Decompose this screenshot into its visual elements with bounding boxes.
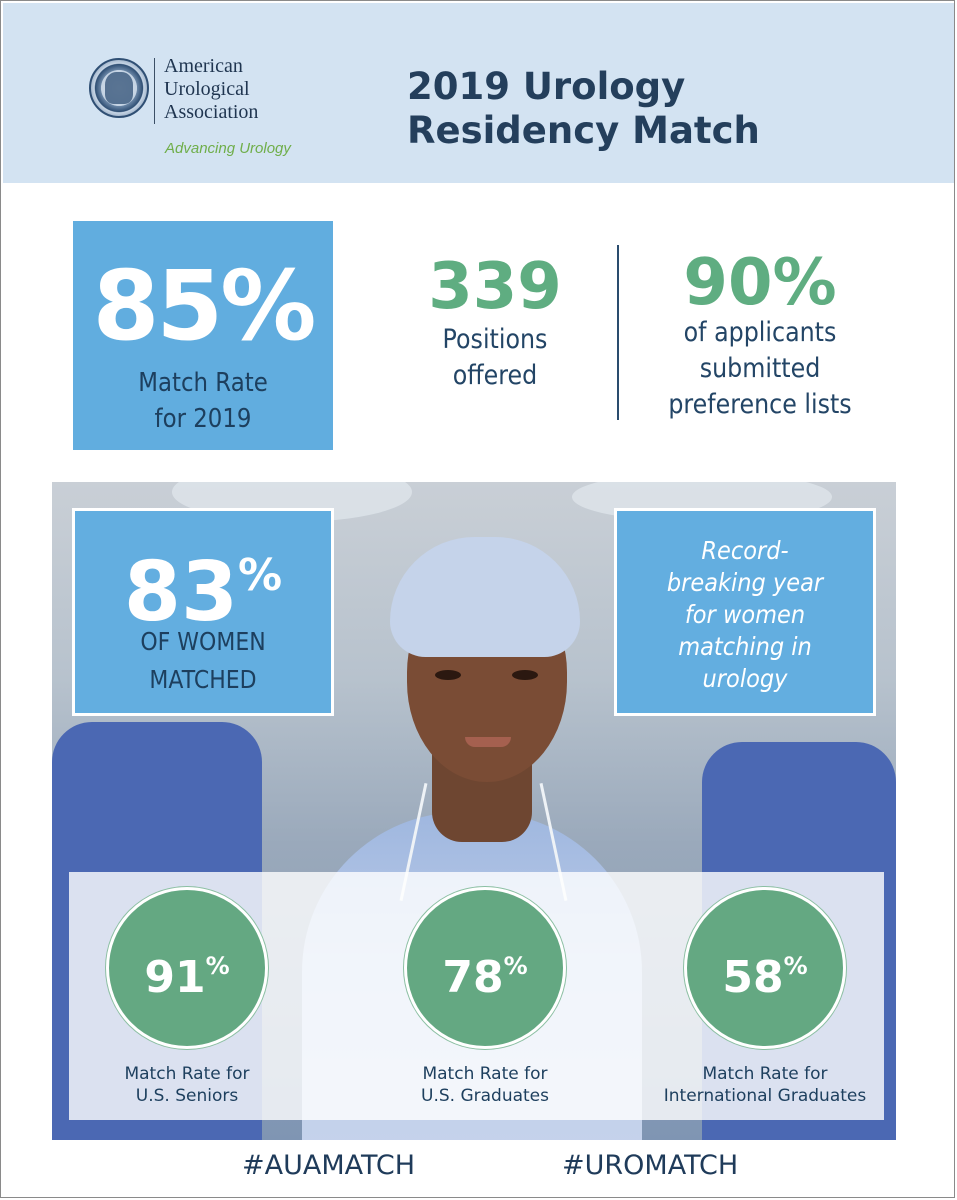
applicants-label-line1: of applicants bbox=[683, 317, 837, 348]
applicants-value: 90% bbox=[683, 246, 837, 320]
positions-label: Positions offered bbox=[407, 322, 583, 394]
women-matched-label-line1: OF WOMEN bbox=[140, 627, 266, 656]
org-name-line2: Urological bbox=[164, 78, 250, 100]
international-rate-value: 58% bbox=[687, 940, 843, 1004]
graduates-label-line2: U.S. Graduates bbox=[421, 1086, 549, 1106]
stats-divider bbox=[617, 245, 619, 420]
eye bbox=[512, 670, 538, 680]
record-year-text: Record- breaking year for women matching… bbox=[630, 535, 860, 695]
women-matched-unit: % bbox=[238, 550, 283, 601]
graduates-rate-label: Match Rate for U.S. Graduates bbox=[365, 1063, 605, 1107]
match-rate-label-line1: Match Rate bbox=[138, 368, 268, 398]
seniors-label-line1: Match Rate for bbox=[124, 1064, 250, 1084]
international-rate-unit: % bbox=[783, 952, 808, 980]
seniors-rate-circle: 91% bbox=[106, 887, 268, 1049]
logo-divider bbox=[154, 58, 155, 124]
seniors-rate-unit: % bbox=[205, 952, 230, 980]
record-line4: matching in bbox=[678, 632, 812, 661]
title-line2: Residency Match bbox=[407, 109, 760, 152]
international-rate-circle: 58% bbox=[684, 887, 846, 1049]
graduates-rate-circle: 78% bbox=[404, 887, 566, 1049]
record-line1: Record- bbox=[701, 536, 789, 565]
match-rate-value: 85% bbox=[92, 250, 317, 362]
applicants-label: of applicants submitted preference lists bbox=[654, 315, 865, 423]
match-rate-label-line2: for 2019 bbox=[154, 404, 252, 434]
surgical-cap bbox=[390, 537, 580, 657]
women-matched-label: OF WOMEN MATCHED bbox=[90, 623, 315, 699]
org-name-line1: American bbox=[164, 55, 243, 77]
graduates-rate-number: 78 bbox=[442, 952, 504, 1003]
hashtag-uromatch[interactable]: #UROMATCH bbox=[562, 1150, 739, 1181]
seniors-label-line2: U.S. Seniors bbox=[135, 1086, 239, 1106]
eye bbox=[435, 670, 461, 680]
international-rate-number: 58 bbox=[722, 952, 784, 1003]
women-matched-box: 83% OF WOMEN MATCHED bbox=[72, 508, 334, 716]
women-matched-number: 83 bbox=[123, 545, 239, 640]
match-rate-label: Match Rate for 2019 bbox=[89, 365, 318, 437]
org-tagline: Advancing Urology bbox=[165, 140, 291, 157]
graduates-rate-value: 78% bbox=[407, 940, 563, 1004]
international-label-line2: International Graduates bbox=[663, 1086, 867, 1106]
seniors-rate-label: Match Rate for U.S. Seniors bbox=[67, 1063, 307, 1107]
positions-label-line1: Positions bbox=[442, 324, 548, 355]
title-line1: 2019 Urology bbox=[407, 65, 686, 108]
international-label-line1: Match Rate for bbox=[702, 1064, 828, 1084]
graduates-label-line1: Match Rate for bbox=[422, 1064, 548, 1084]
record-line2: breaking year bbox=[666, 568, 824, 597]
header-banner: American Urological Association Advancin… bbox=[3, 3, 954, 183]
women-matched-value: 83% bbox=[75, 531, 331, 638]
seniors-rate-number: 91 bbox=[144, 952, 206, 1003]
international-rate-label: Match Rate for International Graduates bbox=[645, 1063, 885, 1107]
positions-label-line2: offered bbox=[452, 360, 538, 391]
graduates-rate-unit: % bbox=[503, 952, 528, 980]
aua-seal-logo bbox=[89, 58, 149, 118]
record-year-box: Record- breaking year for women matching… bbox=[614, 508, 876, 716]
record-line3: for women bbox=[684, 600, 806, 629]
hashtag-auamatch[interactable]: #AUAMATCH bbox=[242, 1150, 416, 1181]
applicants-label-line2: submitted bbox=[699, 353, 821, 384]
smile bbox=[465, 737, 511, 747]
positions-value: 339 bbox=[428, 250, 562, 324]
seal-figure bbox=[105, 72, 133, 104]
match-rate-box: 85% Match Rate for 2019 bbox=[73, 221, 333, 450]
seniors-rate-value: 91% bbox=[109, 940, 265, 1004]
women-matched-label-line2: MATCHED bbox=[149, 665, 257, 694]
org-name-line3: Association bbox=[164, 101, 259, 123]
page-title: 2019 Urology Residency Match bbox=[407, 65, 760, 153]
record-line5: urology bbox=[702, 664, 788, 693]
applicants-label-line3: preference lists bbox=[668, 389, 852, 420]
